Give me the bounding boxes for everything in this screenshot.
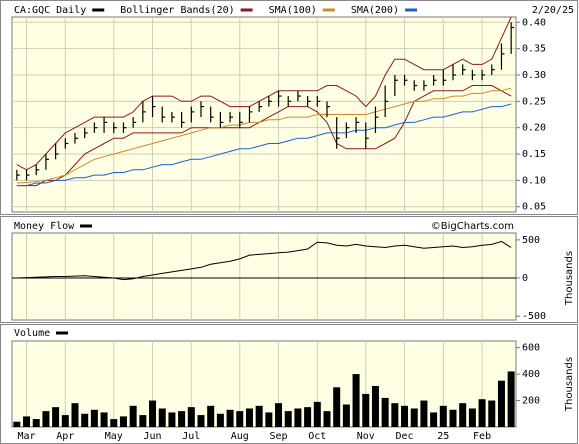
volume-bar	[488, 400, 496, 427]
volume-bar	[255, 405, 263, 427]
volume-bar	[71, 403, 79, 427]
panel-title: Volume	[14, 328, 50, 339]
volume-bar	[23, 416, 31, 427]
y-tick-label: 0.25	[522, 96, 546, 107]
volume-bar	[333, 387, 341, 427]
sma-line	[16, 87, 512, 184]
volume-bar	[362, 393, 370, 427]
volume-bar	[478, 399, 486, 427]
y-tick-label: 0	[522, 273, 528, 284]
x-tick-label: Nov	[357, 431, 375, 442]
legend-label: SMA(200)	[351, 5, 399, 16]
volume-bar	[468, 408, 476, 427]
y-tick-label: 0.20	[522, 123, 546, 134]
volume-bar	[294, 408, 302, 427]
x-tick-label: Dec	[396, 431, 414, 442]
panel-title: Money Flow	[14, 221, 75, 232]
volume-bar	[410, 408, 418, 427]
y-axis-label: Thousands	[564, 251, 575, 306]
volume-bar	[284, 411, 292, 427]
x-tick-label: Aug	[231, 431, 249, 442]
volume-bar	[507, 371, 515, 427]
legend-label: Bollinger Bands(20)	[120, 5, 234, 16]
volume-bar	[13, 421, 21, 427]
x-tick-label: 25	[437, 431, 449, 442]
volume-bar	[401, 405, 409, 427]
volume-bar	[207, 405, 215, 427]
y-tick-label: 0.05	[522, 202, 546, 213]
volume-bar	[139, 415, 147, 427]
y-tick-label: 400	[522, 369, 540, 380]
volume-bar	[158, 408, 166, 427]
volume-bar	[420, 400, 428, 427]
volume-bar	[313, 401, 321, 427]
y-tick-label: 0.15	[522, 149, 546, 160]
volume-bar	[168, 412, 176, 427]
volume-bar	[391, 403, 399, 427]
watermark: ©BigCharts.com	[431, 221, 514, 232]
volume-bar	[187, 407, 195, 427]
volume-bar	[52, 407, 60, 427]
volume-bar	[323, 411, 331, 427]
volume-bar	[236, 411, 244, 427]
y-tick-label: 0.40	[522, 17, 546, 28]
x-tick-label: Apr	[56, 431, 74, 442]
y-tick-label: 500	[522, 235, 540, 246]
x-tick-label: May	[105, 431, 123, 442]
y-tick-label: 0.30	[522, 70, 546, 81]
volume-bar	[352, 374, 360, 427]
money-flow-line	[16, 240, 512, 281]
x-tick-label: Jun	[144, 431, 162, 442]
volume-bar	[459, 403, 467, 427]
y-tick-label: -500	[522, 311, 546, 322]
y-tick-label: 0.10	[522, 175, 546, 186]
bollinger-lower	[16, 85, 512, 187]
volume-bar	[497, 380, 505, 427]
volume-bar	[178, 411, 186, 427]
volume-bar	[226, 409, 234, 427]
volume-bar	[342, 404, 350, 427]
volume-bar	[197, 415, 205, 427]
volume-bar	[245, 408, 253, 427]
volume-bar	[61, 415, 69, 427]
volume-bar	[216, 413, 224, 427]
volume-bar	[100, 412, 108, 427]
bollinger-upper	[16, 16, 512, 171]
y-tick-label: 200	[522, 396, 540, 407]
y-axis-label: Thousands	[564, 357, 575, 412]
volume-bar	[110, 419, 118, 427]
volume-bar	[129, 405, 137, 427]
y-tick-label: 0.35	[522, 44, 546, 55]
x-tick-label: Mar	[18, 431, 36, 442]
volume-bar	[275, 403, 283, 427]
x-tick-label: Oct	[308, 431, 326, 442]
volume-bar	[430, 412, 438, 427]
volume-bar	[449, 409, 457, 427]
volume-bar	[81, 413, 89, 427]
volume-bar	[149, 400, 157, 427]
x-tick-label: Sep	[270, 431, 288, 442]
volume-bar	[439, 405, 447, 427]
legend-label: CA:GQC Daily	[14, 5, 86, 16]
volume-bar	[371, 385, 379, 427]
x-tick-label: Feb	[473, 431, 491, 442]
volume-bar	[32, 419, 40, 427]
volume-bar	[119, 416, 127, 427]
price-plot	[11, 16, 517, 213]
legend-label: SMA(100)	[269, 5, 317, 16]
date-label: 2/20/25	[532, 5, 574, 16]
sma-line	[16, 103, 512, 187]
y-tick-label: 600	[522, 343, 540, 354]
volume-bar	[42, 411, 50, 427]
money-flow-plot	[11, 232, 517, 321]
x-tick-label: Jul	[182, 431, 200, 442]
volume-bar	[381, 397, 389, 427]
volume-bar	[90, 409, 98, 427]
volume-bar	[304, 407, 312, 427]
volume-bar	[265, 412, 273, 427]
